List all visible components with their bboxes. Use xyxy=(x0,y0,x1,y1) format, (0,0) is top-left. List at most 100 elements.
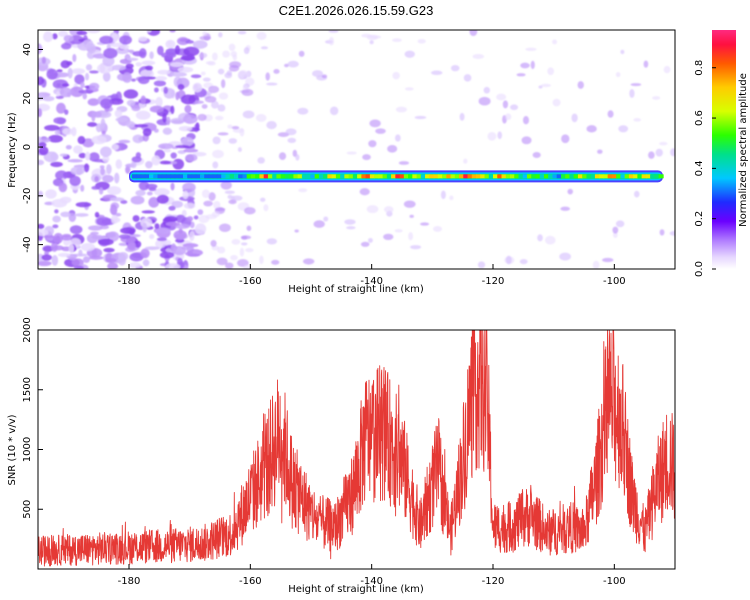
noise-blob xyxy=(170,152,177,159)
band-cell xyxy=(191,174,197,179)
band-cell xyxy=(382,174,388,179)
band-cell xyxy=(590,174,596,179)
band-cell xyxy=(132,174,138,179)
noise-blob xyxy=(74,213,89,217)
band-cell xyxy=(238,174,244,179)
noise-blob xyxy=(392,71,400,80)
noise-blob xyxy=(38,260,52,267)
noise-blob xyxy=(138,181,150,191)
spectrogram-x-tick-label: -120 xyxy=(482,276,505,287)
noise-blob xyxy=(50,161,63,168)
colorbar-tick-label: 0.6 xyxy=(694,110,705,126)
noise-blob xyxy=(433,226,443,232)
noise-blob xyxy=(44,124,60,131)
noise-blob xyxy=(38,190,44,198)
noise-blob xyxy=(155,227,171,234)
noise-blob xyxy=(256,31,267,40)
noise-blob xyxy=(107,262,119,269)
band-cell xyxy=(280,174,286,179)
noise-blob xyxy=(311,70,324,77)
noise-blob xyxy=(192,40,208,49)
noise-blob xyxy=(44,251,50,256)
band-cell xyxy=(463,174,469,179)
band-cell xyxy=(357,174,363,179)
band-cell xyxy=(454,174,460,179)
noise-blob xyxy=(224,190,236,195)
noise-blob xyxy=(99,224,110,230)
band-cell xyxy=(378,174,384,179)
noise-blob xyxy=(360,241,370,247)
noise-blob xyxy=(204,95,217,103)
noise-blob xyxy=(375,128,386,134)
noise-blob xyxy=(110,64,126,71)
noise-blob xyxy=(655,148,663,157)
noise-blob xyxy=(177,66,194,73)
noise-blob xyxy=(144,246,160,251)
noise-blob xyxy=(430,70,443,75)
noise-blob xyxy=(615,71,621,78)
noise-blob xyxy=(217,68,225,75)
spectrogram-y-tick-label: 40 xyxy=(22,43,33,56)
noise-blob xyxy=(502,100,509,109)
noise-blob xyxy=(171,72,187,77)
band-cell xyxy=(543,174,550,179)
spectral-band xyxy=(129,170,664,183)
noise-blob xyxy=(141,210,155,214)
noise-blob xyxy=(154,188,170,197)
band-cell xyxy=(420,174,426,179)
noise-blob xyxy=(77,136,86,145)
noise-blob xyxy=(359,188,370,196)
noise-blob xyxy=(71,127,77,137)
snr-y-tick-label: 500 xyxy=(22,500,33,519)
noise-blob xyxy=(170,62,184,68)
noise-blob xyxy=(659,229,665,236)
band-cell xyxy=(144,174,150,179)
noise-blob xyxy=(156,194,169,204)
noise-blob xyxy=(89,70,99,74)
noise-blob xyxy=(180,55,196,61)
snr-x-tick-label: -180 xyxy=(118,576,141,587)
noise-blob xyxy=(103,247,115,253)
noise-blob xyxy=(142,259,150,267)
band-cell xyxy=(633,174,639,179)
noise-blob xyxy=(39,137,51,143)
noise-blob xyxy=(368,140,377,148)
noise-blob xyxy=(100,118,106,129)
noise-blob xyxy=(69,86,84,98)
noise-blob xyxy=(103,48,118,59)
band-cell xyxy=(340,174,346,179)
noise-blob xyxy=(200,71,206,76)
noise-blob xyxy=(560,206,571,211)
noise-blob xyxy=(170,182,175,191)
noise-blob xyxy=(41,254,52,261)
noise-blob xyxy=(273,68,280,74)
band-cell xyxy=(208,174,214,179)
noise-blob xyxy=(149,234,155,240)
noise-blob xyxy=(618,125,629,133)
band-cell xyxy=(166,174,172,179)
noise-blob xyxy=(98,187,104,195)
band-cell xyxy=(272,174,278,179)
band-cell xyxy=(539,174,545,179)
noise-blob xyxy=(46,68,58,80)
noise-blob xyxy=(552,98,561,107)
noise-blob xyxy=(266,82,278,86)
noise-blob xyxy=(141,60,156,66)
noise-blob xyxy=(472,54,485,59)
band-cell xyxy=(314,174,320,179)
noise-blob xyxy=(128,229,135,235)
noise-blob xyxy=(54,209,59,214)
noise-blob xyxy=(298,188,308,193)
noise-blob xyxy=(53,117,67,125)
noise-blob xyxy=(171,200,183,209)
noise-blob xyxy=(127,241,136,251)
noise-blob xyxy=(130,195,145,205)
noise-blob xyxy=(73,265,84,269)
band-cell xyxy=(403,174,409,179)
noise-blob xyxy=(129,252,144,262)
noise-blob xyxy=(59,196,72,204)
noise-blob xyxy=(561,134,570,144)
noise-blob xyxy=(131,104,141,112)
noise-blob xyxy=(198,52,208,59)
band-cell xyxy=(327,174,333,179)
